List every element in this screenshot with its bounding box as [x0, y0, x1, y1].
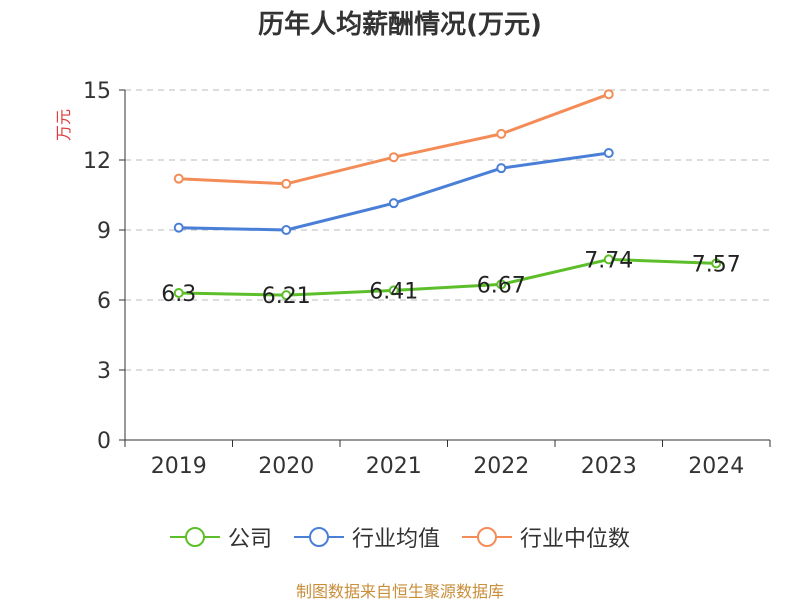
x-tick-label-2023: 2023 [581, 454, 637, 479]
legend-item-industry-mean[interactable]: 行业均值 [293, 521, 440, 553]
legend-circle-industry-median [477, 527, 497, 547]
series-1-point-2022 [496, 163, 507, 174]
legend-label-industry-mean: 行业均值 [351, 527, 440, 552]
x-tick-label-2024: 2024 [688, 454, 744, 479]
legend-circle-industry-mean [308, 527, 329, 547]
series-1-point-2020 [281, 225, 292, 235]
series-2-point-2019 [173, 173, 184, 184]
series-0-point-2022 [496, 279, 507, 290]
legend-circle-company [184, 527, 205, 547]
series-1-point-2019 [173, 222, 184, 233]
data-label-2020: 6.21 [262, 284, 311, 309]
series-1-point-2021 [388, 198, 399, 209]
legend-item-company[interactable]: 公司 [169, 521, 272, 553]
series-2-point-2021 [388, 152, 399, 163]
chart-title: 历年人均薪酬情况(万元) [258, 10, 542, 40]
y-tick-label-2: 6 [97, 289, 111, 314]
legend-marker-company [169, 527, 220, 547]
series-0-point-2024 [711, 258, 722, 269]
data-label-2024: 7.57 [692, 252, 741, 277]
legend-marker-industry-median [462, 527, 512, 547]
series-line-0 [178, 257, 717, 297]
legend: 公司 行业均值 行业中位数 [0, 521, 800, 553]
legend-item-industry-median[interactable]: 行业中位数 [462, 521, 630, 553]
legend-label-industry-median: 行业中位数 [520, 527, 631, 552]
data-label-2023: 7.74 [584, 248, 633, 273]
series-2-point-2020 [281, 178, 292, 189]
y-axis-label: 万元 [54, 109, 73, 141]
legend-marker-industry-mean [293, 527, 344, 547]
y-tick-label-3: 9 [97, 219, 111, 244]
source-note: 制图数据来自恒生聚源数据库 [295, 582, 504, 601]
y-tick-label-5: 15 [83, 79, 111, 104]
y-tick-label-4: 12 [83, 149, 111, 174]
x-tick-label-2021: 2021 [366, 454, 422, 479]
series-1-point-2023 [603, 148, 614, 158]
series-0-point-2019 [173, 288, 184, 298]
y-tick-label-1: 3 [97, 359, 111, 384]
series-line-2 [178, 92, 610, 186]
series-0-point-2021 [388, 285, 399, 296]
y-tick-label-0: 0 [97, 429, 111, 454]
x-tick-label-2022: 2022 [473, 454, 529, 479]
data-label-2021: 6.41 [369, 279, 418, 304]
x-tick-label-2020: 2020 [258, 454, 314, 479]
series-2-point-2023 [603, 89, 614, 100]
x-tick-label-2019: 2019 [151, 454, 207, 479]
data-label-2019: 6.3 [161, 282, 196, 307]
series-2-point-2022 [496, 128, 507, 139]
legend-label-company: 公司 [227, 527, 272, 552]
series-0-point-2020 [281, 290, 292, 301]
series-0-point-2023 [603, 254, 614, 265]
series-line-1 [178, 151, 610, 232]
data-label-2022: 6.67 [477, 273, 526, 298]
